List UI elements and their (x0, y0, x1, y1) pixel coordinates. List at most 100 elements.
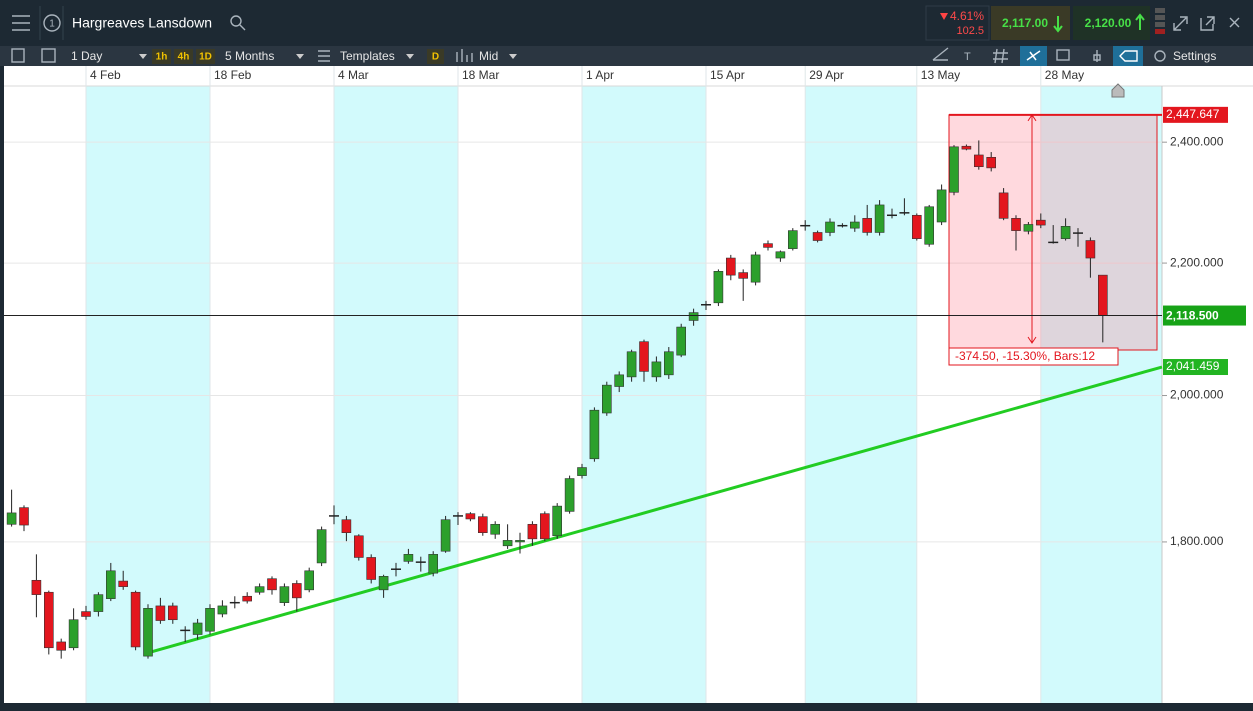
quick-interval-bg (174, 49, 193, 64)
candle-body (366, 557, 377, 580)
price-tick-label: 1,800.000 (1170, 534, 1224, 548)
instrument-title[interactable]: Hargreaves Lansdown (72, 15, 212, 31)
date-label: 13 May (921, 68, 960, 82)
candle-body (205, 608, 215, 632)
search-icon[interactable] (230, 15, 246, 31)
last-price-label: 2,118.500 (1166, 309, 1219, 323)
measure-text-bg (948, 347, 1119, 366)
date-label: 29 Apr (809, 68, 844, 82)
range-select[interactable]: 5 Months (225, 49, 274, 63)
candle-body (589, 409, 600, 460)
candle-body (6, 512, 17, 525)
list-icon[interactable] (11, 48, 25, 63)
candle-body (31, 579, 42, 595)
candle-body (68, 619, 79, 649)
left-border (0, 66, 4, 711)
period-shade (86, 86, 210, 703)
date-label: 15 Apr (710, 68, 745, 82)
candle-body (1023, 224, 1034, 232)
date-label: 1 Apr (586, 68, 614, 82)
period-shade (334, 86, 458, 703)
d-button[interactable]: D (432, 52, 439, 63)
candle-body (849, 221, 860, 229)
grid-icon[interactable] (993, 48, 1008, 64)
templates-button[interactable]: Templates (340, 49, 395, 63)
menu-button[interactable] (12, 15, 30, 31)
candle-body (428, 554, 439, 574)
templates-icon (318, 50, 330, 62)
interval-select[interactable]: 1 Day (71, 49, 102, 63)
candle-body (949, 146, 959, 193)
candle-body (341, 519, 352, 533)
candle-body (713, 271, 724, 304)
date-label: 4 Feb (90, 68, 121, 82)
buy-price: 2,120.00 (1085, 16, 1132, 30)
toolbar (0, 46, 1253, 66)
candle-body (998, 192, 1009, 219)
candle-body (304, 570, 315, 591)
settings-button[interactable]: Settings (1173, 49, 1216, 63)
close-icon[interactable] (1229, 17, 1240, 28)
quick-interval-bg (152, 49, 171, 64)
candle-body (527, 523, 538, 540)
candle-body (440, 519, 451, 552)
candle-body (539, 513, 550, 540)
candle-body (961, 145, 972, 150)
expand-icon[interactable] (1173, 16, 1188, 31)
candle-body (267, 578, 277, 591)
sell-button[interactable] (991, 6, 1070, 40)
candle-body (825, 221, 835, 233)
candle-body (936, 189, 947, 223)
layers-icon[interactable] (1056, 49, 1070, 61)
candle-body (614, 374, 625, 387)
candle-body (477, 516, 488, 533)
candle-body (465, 513, 476, 520)
candle-body (738, 272, 749, 279)
candle-body (973, 154, 984, 168)
quick-interval[interactable]: 1D (199, 52, 212, 63)
candle-body (291, 583, 302, 599)
candle-body (564, 478, 575, 512)
down-arrow (940, 13, 948, 20)
quick-interval[interactable]: 1h (156, 52, 168, 63)
candle-body (862, 218, 873, 233)
measure-text: -374.50, -15.30%, Bars:12 (955, 349, 1095, 363)
candle-body (56, 641, 67, 651)
candle-body (874, 204, 885, 233)
sell-price: 2,117.00 (1002, 16, 1048, 30)
candle-body (43, 591, 54, 649)
change-abs: 102.5 (956, 25, 984, 37)
change-box (925, 5, 990, 41)
volume-bars (1155, 8, 1165, 34)
candle-body (626, 351, 637, 378)
draw-line-icon[interactable] (932, 47, 949, 61)
home-icon[interactable] (1111, 83, 1125, 98)
candle-body (924, 206, 935, 245)
measure-top-label-bg (1163, 106, 1228, 123)
trendline-label: 2,041.459 (1166, 359, 1220, 373)
buy-button[interactable] (1073, 6, 1150, 40)
candle-body (130, 591, 141, 648)
change-pct: 4.61% (950, 9, 984, 23)
candle-body (750, 254, 761, 283)
candle-icon[interactable] (1093, 50, 1101, 62)
candle-body (552, 505, 563, 537)
quick-interval[interactable]: 4h (178, 52, 190, 63)
tab-icon[interactable] (43, 14, 61, 32)
price-tick-label: 2,200.000 (1170, 255, 1224, 269)
candle-body (663, 351, 674, 376)
candle-body (316, 529, 327, 564)
candle-body (378, 576, 389, 591)
candle-body (1011, 218, 1021, 231)
label-button[interactable] (1113, 46, 1143, 66)
candle-body (515, 540, 525, 543)
candle-body (911, 214, 922, 239)
text-tool-icon[interactable]: T (964, 51, 971, 63)
candle-body (143, 608, 153, 657)
candle-body (763, 243, 773, 248)
popout-icon[interactable] (1200, 16, 1215, 31)
layout-icon[interactable] (41, 48, 56, 63)
candle-body (986, 157, 997, 169)
candle-body (217, 605, 228, 615)
price-type-select[interactable]: Mid (479, 49, 498, 63)
